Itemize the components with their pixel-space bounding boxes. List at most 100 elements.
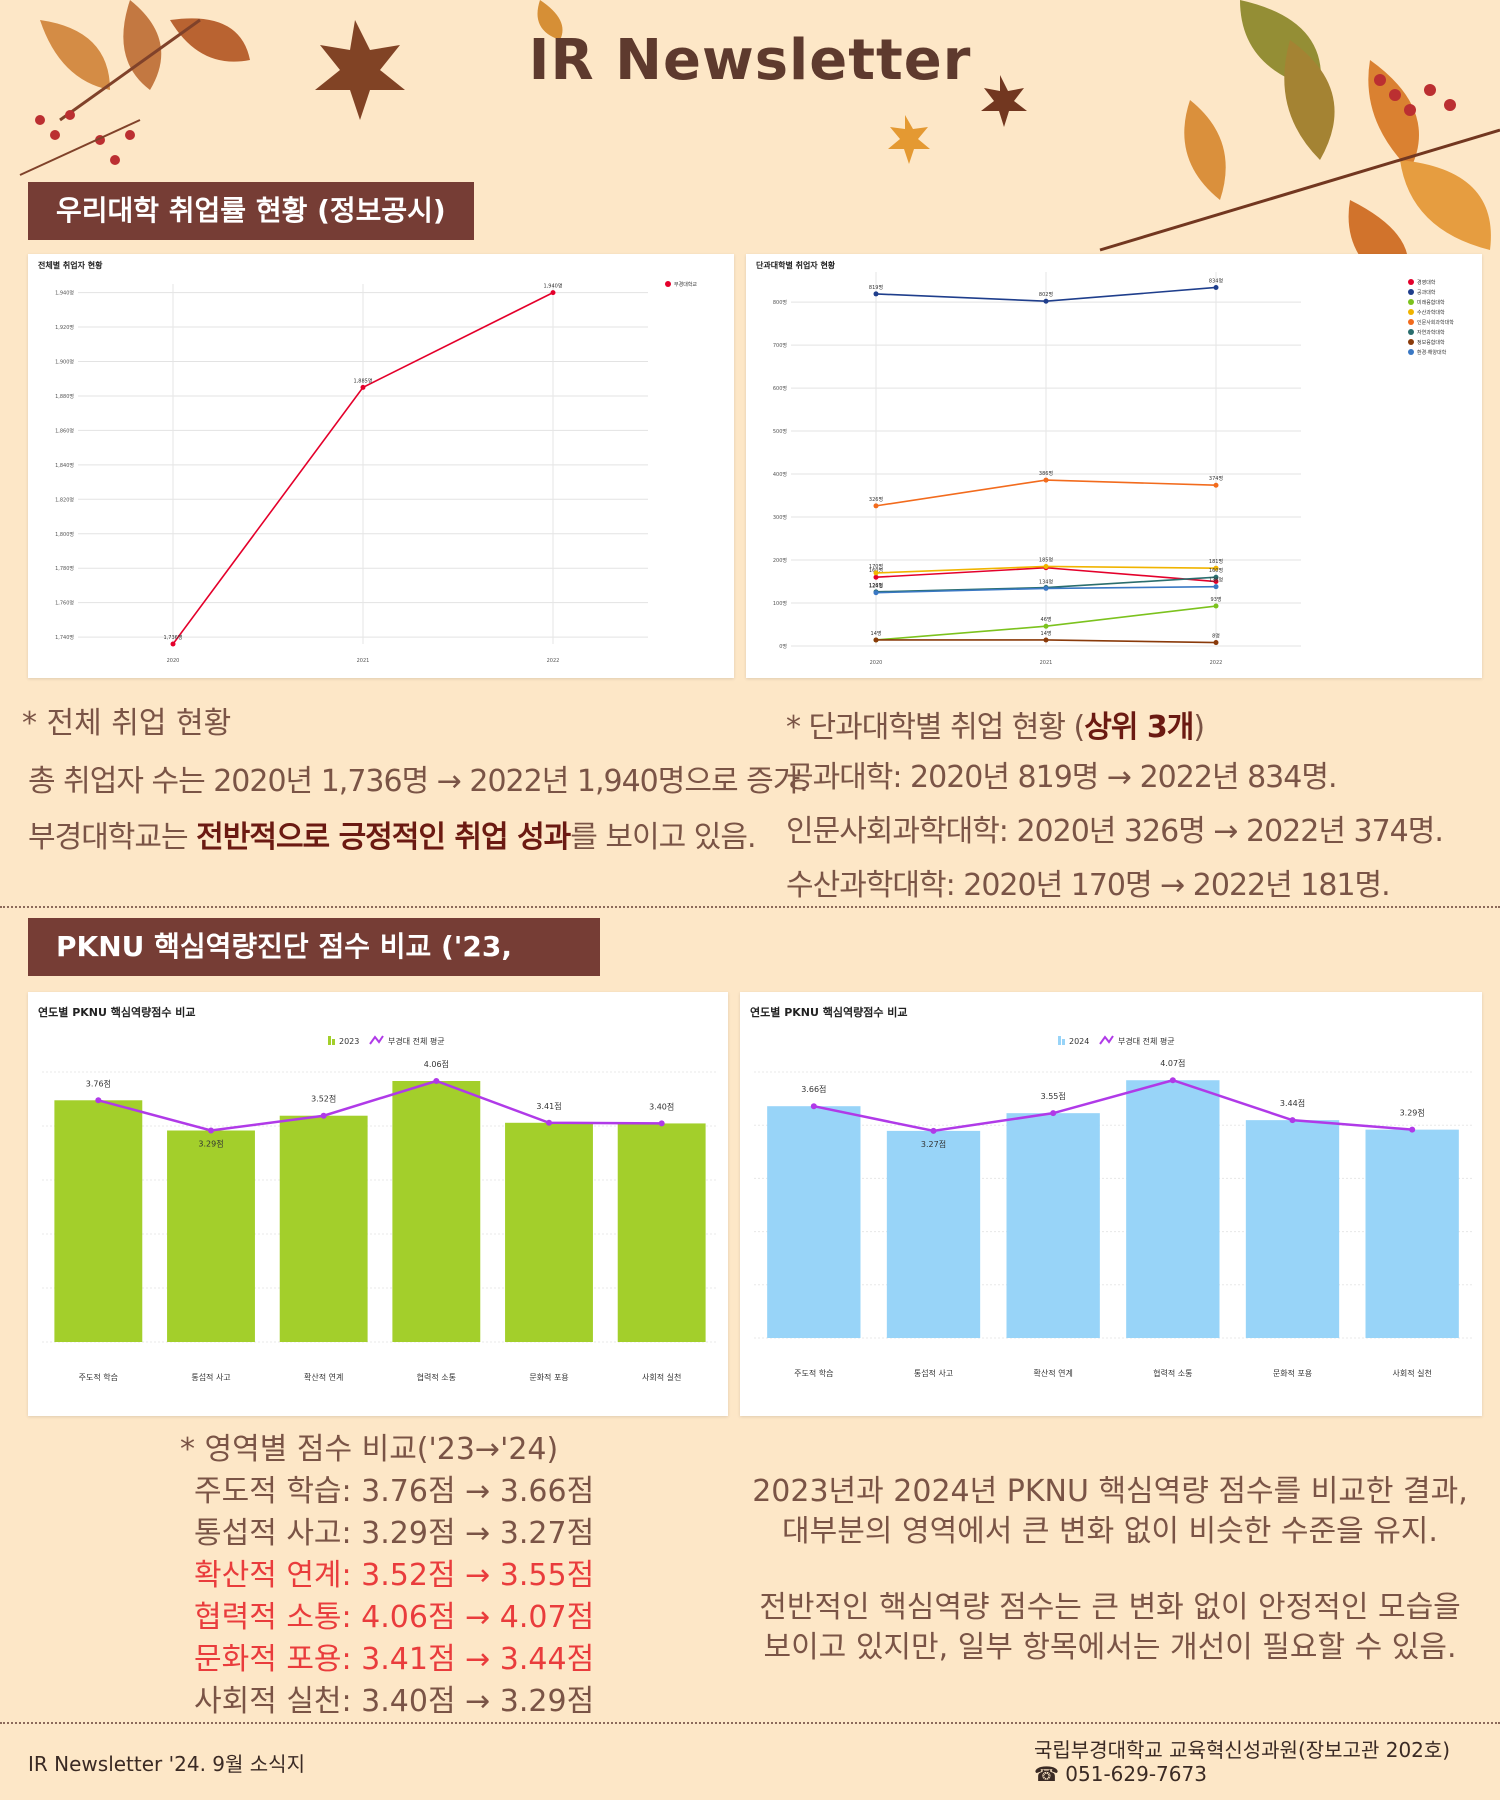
average-point <box>930 1127 937 1134</box>
average-point <box>1050 1110 1057 1117</box>
competency-note-title: * 영역별 점수 비교('23→'24) <box>180 1432 559 1467</box>
section-divider <box>0 906 1500 908</box>
chart-title: 연도별 PKNU 핵심역량점수 비교 <box>38 1005 196 1019</box>
x-tick-label: 2020 <box>167 658 180 664</box>
data-label: 3.44점 <box>1280 1098 1305 1108</box>
data-label: 1,885명 <box>354 377 373 384</box>
x-tick-label: 2022 <box>1210 660 1223 666</box>
data-point <box>1043 477 1049 483</box>
legend-label: 정보융합대학 <box>1417 339 1445 346</box>
total-employment-line1: 총 취업자 수는 2020년 1,736명 → 2022년 1,940명으로 증… <box>28 764 809 799</box>
data-point <box>170 641 176 647</box>
data-point <box>873 590 879 596</box>
y-tick-label: 1,920명 <box>55 324 74 331</box>
data-label: 93명 <box>1211 596 1222 603</box>
chart-title: 단과대학별 취업자 현황 <box>756 260 836 270</box>
bar <box>1006 1113 1100 1338</box>
x-tick-label: 문화적 포용 <box>529 1372 568 1382</box>
legend-marker <box>369 1035 384 1045</box>
legend-marker <box>665 281 671 287</box>
data-label: 3.29점 <box>198 1139 223 1149</box>
section-banner-competency: PKNU 핵심역량진단 점수 비교 ('23, '24) <box>28 918 600 1021</box>
data-point <box>873 291 879 297</box>
data-point <box>1043 298 1049 304</box>
college-employment-line-humanities: 인문사회과학대학: 2020년 326명 → 2022년 374명. <box>786 814 1444 849</box>
data-label: 374명 <box>1209 475 1223 482</box>
data-point <box>1043 585 1049 591</box>
competency-summary-line2: 대부분의 영역에서 큰 변화 없이 비슷한 수준을 유지. <box>782 1514 1438 1549</box>
legend-marker <box>328 1036 331 1045</box>
y-tick-label: 1,860명 <box>55 427 74 434</box>
data-label: 14명 <box>1041 630 1052 637</box>
data-label: 1,736명 <box>164 634 183 641</box>
data-point <box>1213 284 1219 290</box>
data-label: 4.06점 <box>424 1059 449 1069</box>
y-tick-label: 800명 <box>773 299 787 306</box>
leaf-decoration <box>19 0 1500 290</box>
y-tick-label: 1,760명 <box>55 600 74 607</box>
total-employment-line-chart: 전체별 취업자 현황 1,740명 1,760명 1,780명 1,800명 1,820명… <box>38 260 697 664</box>
x-tick-label: 통섭적 사고 <box>191 1372 230 1382</box>
chart-panel-total-employment: 전체별 취업자 현황 1,740명 1,760명 1,780명 1,800명 1,820명… <box>28 254 734 678</box>
bar <box>279 1115 368 1342</box>
legend-label: 부경대 전체 평균 <box>1118 1036 1175 1046</box>
legend-marker <box>1408 329 1414 335</box>
competency-score-line: 주도적 학습: 3.76점 → 3.66점 <box>194 1474 595 1509</box>
average-point <box>546 1119 552 1126</box>
y-tick-label: 1,800명 <box>55 531 74 538</box>
data-label: 124명 <box>869 583 883 590</box>
college-employment-line-fisheries: 수산과학대학: 2020년 170명 → 2022년 181명. <box>786 868 1391 903</box>
average-point <box>658 1120 665 1127</box>
total-employment-line2: 부경대학교는 전반적으로 긍정적인 취업 성과를 보이고 있음. <box>28 820 757 855</box>
y-tick-label: 1,820명 <box>55 496 74 503</box>
average-line <box>98 1079 662 1132</box>
y-tick-label: 0명 <box>779 643 787 650</box>
y-tick-label: 700명 <box>773 342 787 349</box>
y-tick-label: 300명 <box>773 514 787 521</box>
legend-marker <box>332 1039 335 1045</box>
y-tick-label: 200명 <box>773 557 787 564</box>
legend-marker <box>1062 1039 1065 1045</box>
data-point <box>1213 574 1219 580</box>
data-label: 819명 <box>869 284 883 291</box>
college-employment-line-engineering: 공과대학: 2020년 819명 → 2022년 834명. <box>786 760 1337 795</box>
data-point <box>873 574 879 580</box>
x-tick-label: 확산적 연계 <box>1033 1368 1072 1378</box>
x-tick-label: 협력적 소통 <box>417 1372 456 1382</box>
masthead-title: IR Newsletter <box>528 28 972 93</box>
data-label: 170명 <box>869 563 883 570</box>
data-label: 181명 <box>1209 558 1223 565</box>
average-point <box>320 1112 327 1119</box>
legend-marker <box>1099 1035 1114 1045</box>
legend-label: 2024 <box>1069 1037 1089 1046</box>
data-point <box>873 637 879 643</box>
average-point <box>433 1078 440 1084</box>
data-label: 126명 <box>869 582 883 589</box>
bar <box>1126 1080 1220 1338</box>
data-point <box>1043 623 1049 629</box>
average-point <box>810 1103 817 1110</box>
x-tick-label: 2022 <box>547 658 560 664</box>
footer-address: 국립부경대학교 교육혁신성과원(장보고관 202호) <box>1034 1738 1451 1762</box>
legend-marker <box>1408 289 1414 295</box>
bar <box>505 1122 593 1342</box>
x-tick-label: 2020 <box>870 660 883 666</box>
legend-marker <box>1408 309 1414 315</box>
data-label: 14명 <box>871 630 882 637</box>
data-label: 3.55점 <box>1041 1091 1066 1101</box>
chart-panel-college-employment: 단과대학별 취업자 현황 0명 100명 200명 300명 400명 500명 600명 70… <box>746 254 1482 678</box>
bar <box>54 1100 143 1342</box>
average-point <box>1169 1077 1176 1084</box>
data-label: 3.41점 <box>536 1101 561 1111</box>
y-tick-label: 500명 <box>773 428 787 435</box>
chart-title: 연도별 PKNU 핵심역량점수 비교 <box>750 1005 908 1019</box>
total-employment-note-title: * 전체 취업 현황 <box>22 706 232 741</box>
section-banner-employment: 우리대학 취업률 현황 (정보공시) <box>28 182 474 240</box>
y-tick-label: 400명 <box>773 471 787 478</box>
y-tick-label: 1,940명 <box>55 290 74 297</box>
x-tick-label: 주도적 학습 <box>794 1368 833 1378</box>
y-tick-label: 1,840명 <box>55 462 74 469</box>
data-point <box>873 570 879 576</box>
legend-label: 수산과학대학 <box>1417 309 1445 316</box>
